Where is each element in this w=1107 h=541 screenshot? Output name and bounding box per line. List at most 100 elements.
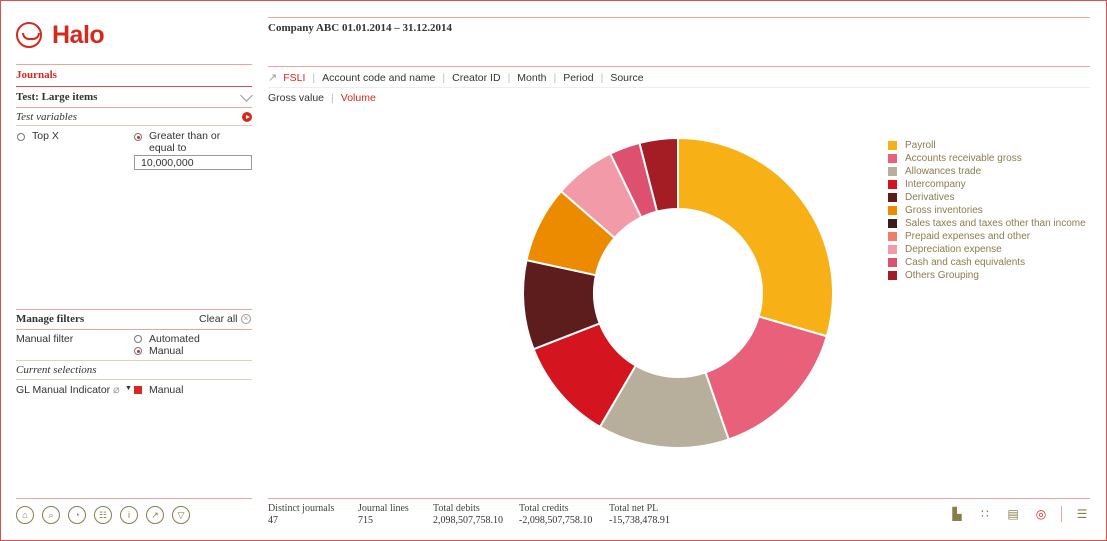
threshold-input[interactable]: 10,000,000 xyxy=(134,155,252,170)
trend-icon[interactable]: ↗ xyxy=(268,72,278,84)
legend-item[interactable]: Gross inventories xyxy=(888,204,1086,217)
legend-swatch xyxy=(888,141,897,150)
divider xyxy=(268,498,1090,499)
filter-icon[interactable]: ▽ xyxy=(172,506,190,524)
radio-greater-equal[interactable] xyxy=(134,133,142,141)
dim-creator[interactable]: Creator ID xyxy=(452,71,501,84)
legend-label: Others Grouping xyxy=(905,270,979,281)
scatter-icon[interactable]: ∷ xyxy=(981,507,989,521)
slice-payroll[interactable] xyxy=(677,136,834,338)
legend-item[interactable]: Intercompany xyxy=(888,178,1086,191)
clear-icon[interactable]: × xyxy=(241,314,251,324)
legend-item[interactable]: Allowances trade xyxy=(888,165,1086,178)
manage-filters-label: Manage filters xyxy=(16,313,85,325)
legend-swatch xyxy=(888,193,897,202)
legend-label: Payroll xyxy=(905,140,936,151)
lock-icon[interactable]: ⌂ xyxy=(16,506,34,524)
radio-manual[interactable] xyxy=(134,347,142,355)
divider xyxy=(268,66,1090,67)
kpi-label: Distinct journals xyxy=(268,503,335,514)
separator: | xyxy=(442,71,446,84)
chevron-down-icon[interactable] xyxy=(240,89,253,102)
left-panel: Halo Journals Test: Large items Test var… xyxy=(16,0,253,541)
legend-item[interactable]: Payroll xyxy=(888,139,1086,152)
legend-item[interactable]: Prepaid expenses and other xyxy=(888,230,1086,243)
measure-gross-value[interactable]: Gross value xyxy=(268,92,325,104)
measure-volume[interactable]: Volume xyxy=(340,92,376,104)
radio-automated[interactable] xyxy=(134,335,142,343)
legend-label: Depreciation expense xyxy=(905,244,1002,255)
eraser-icon[interactable]: ⌀ xyxy=(113,384,120,396)
divider xyxy=(268,17,1090,18)
legend-swatch xyxy=(888,245,897,254)
list-icon[interactable]: ☰ xyxy=(1076,507,1088,521)
export-icon[interactable]: ↗ xyxy=(146,506,164,524)
slice-accounts-receivable-gross[interactable] xyxy=(704,315,829,441)
test-variables-label: Test variables xyxy=(16,111,78,123)
selection-value: Manual xyxy=(149,384,184,396)
journals-section-title[interactable]: Journals xyxy=(16,69,57,81)
separator: | xyxy=(312,71,316,84)
divider xyxy=(16,86,252,87)
kpi-value: -2,098,507,758.10 xyxy=(519,515,593,526)
dim-month[interactable]: Month xyxy=(517,71,547,84)
kpi-label: Total debits xyxy=(433,503,480,514)
legend-swatch xyxy=(888,219,897,228)
dim-fsli[interactable]: FSLI xyxy=(283,71,306,84)
legend-item[interactable]: Derivatives xyxy=(888,191,1086,204)
dim-period[interactable]: Period xyxy=(563,71,594,84)
info-icon[interactable]: i xyxy=(120,506,138,524)
legend-item[interactable]: Others Grouping xyxy=(888,269,1086,282)
dropdown-caret-icon[interactable]: ▼ xyxy=(125,385,132,392)
top-x-label: Top X xyxy=(32,130,59,142)
dashboard-icon[interactable]: ◔ xyxy=(68,506,86,524)
divider xyxy=(16,379,252,380)
document-icon[interactable]: ☷ xyxy=(94,506,112,524)
table-icon[interactable]: ▤ xyxy=(1007,507,1019,521)
legend-label: Sales taxes and taxes other than income xyxy=(905,218,1086,229)
legend-item[interactable]: Accounts receivable gross xyxy=(888,152,1086,165)
dim-source[interactable]: Source xyxy=(610,71,644,84)
legend-label: Intercompany xyxy=(905,179,966,190)
dimension-bar: ↗ FSLI | Account code and name | Creator I… xyxy=(268,71,644,85)
legend-swatch xyxy=(888,167,897,176)
kpi-total-credits: Total credits -2,098,507,758.10 xyxy=(519,503,595,526)
clear-all-button[interactable]: Clear all xyxy=(199,313,238,325)
legend-label: Derivatives xyxy=(905,192,955,203)
current-selections-label: Current selections xyxy=(16,364,97,376)
separator: | xyxy=(331,92,334,104)
legend-item[interactable]: Cash and cash equivalents xyxy=(888,256,1086,269)
kpi-total-net-pl: Total net PL -15,738,478.91 xyxy=(609,503,670,526)
legend-item[interactable]: Sales taxes and taxes other than income xyxy=(888,217,1086,230)
legend-swatch xyxy=(888,258,897,267)
divider xyxy=(16,107,252,108)
bar-chart-icon[interactable]: ▙ xyxy=(952,507,962,521)
divider xyxy=(268,87,1090,88)
main-panel: Company ABC 01.01.2014 – 31.12.2014 ↗ FS… xyxy=(268,0,1090,541)
donut-chart xyxy=(522,136,834,449)
logo: Halo xyxy=(16,20,105,50)
kpi-label: Total credits xyxy=(519,503,569,514)
legend-item[interactable]: Depreciation expense xyxy=(888,243,1086,256)
legend-swatch xyxy=(888,154,897,163)
search-icon[interactable]: ⌕ xyxy=(42,506,60,524)
separator: | xyxy=(553,71,557,84)
automated-label: Automated xyxy=(149,333,200,345)
kpi-distinct-journals: Distinct journals 47 xyxy=(268,503,344,526)
legend-swatch xyxy=(888,271,897,280)
legend-label: Accounts receivable gross xyxy=(905,153,1022,164)
run-test-button[interactable] xyxy=(242,112,252,122)
selection-field-label: GL Manual Indicator xyxy=(16,384,111,396)
radio-top-x[interactable] xyxy=(17,133,25,141)
dim-account[interactable]: Account code and name xyxy=(322,71,436,84)
slice-others-grouping[interactable] xyxy=(638,136,679,213)
legend-label: Allowances trade xyxy=(905,166,982,177)
divider xyxy=(16,498,252,499)
selection-swatch xyxy=(134,386,142,394)
kpi-label: Total net PL xyxy=(609,503,659,514)
pie-chart-icon[interactable]: ◎ xyxy=(1035,507,1047,521)
halo-logo-icon xyxy=(16,22,42,48)
test-title[interactable]: Test: Large items xyxy=(16,91,98,103)
manual-filter-label: Manual filter xyxy=(16,333,74,345)
gte-label-line2: equal to xyxy=(149,142,187,154)
